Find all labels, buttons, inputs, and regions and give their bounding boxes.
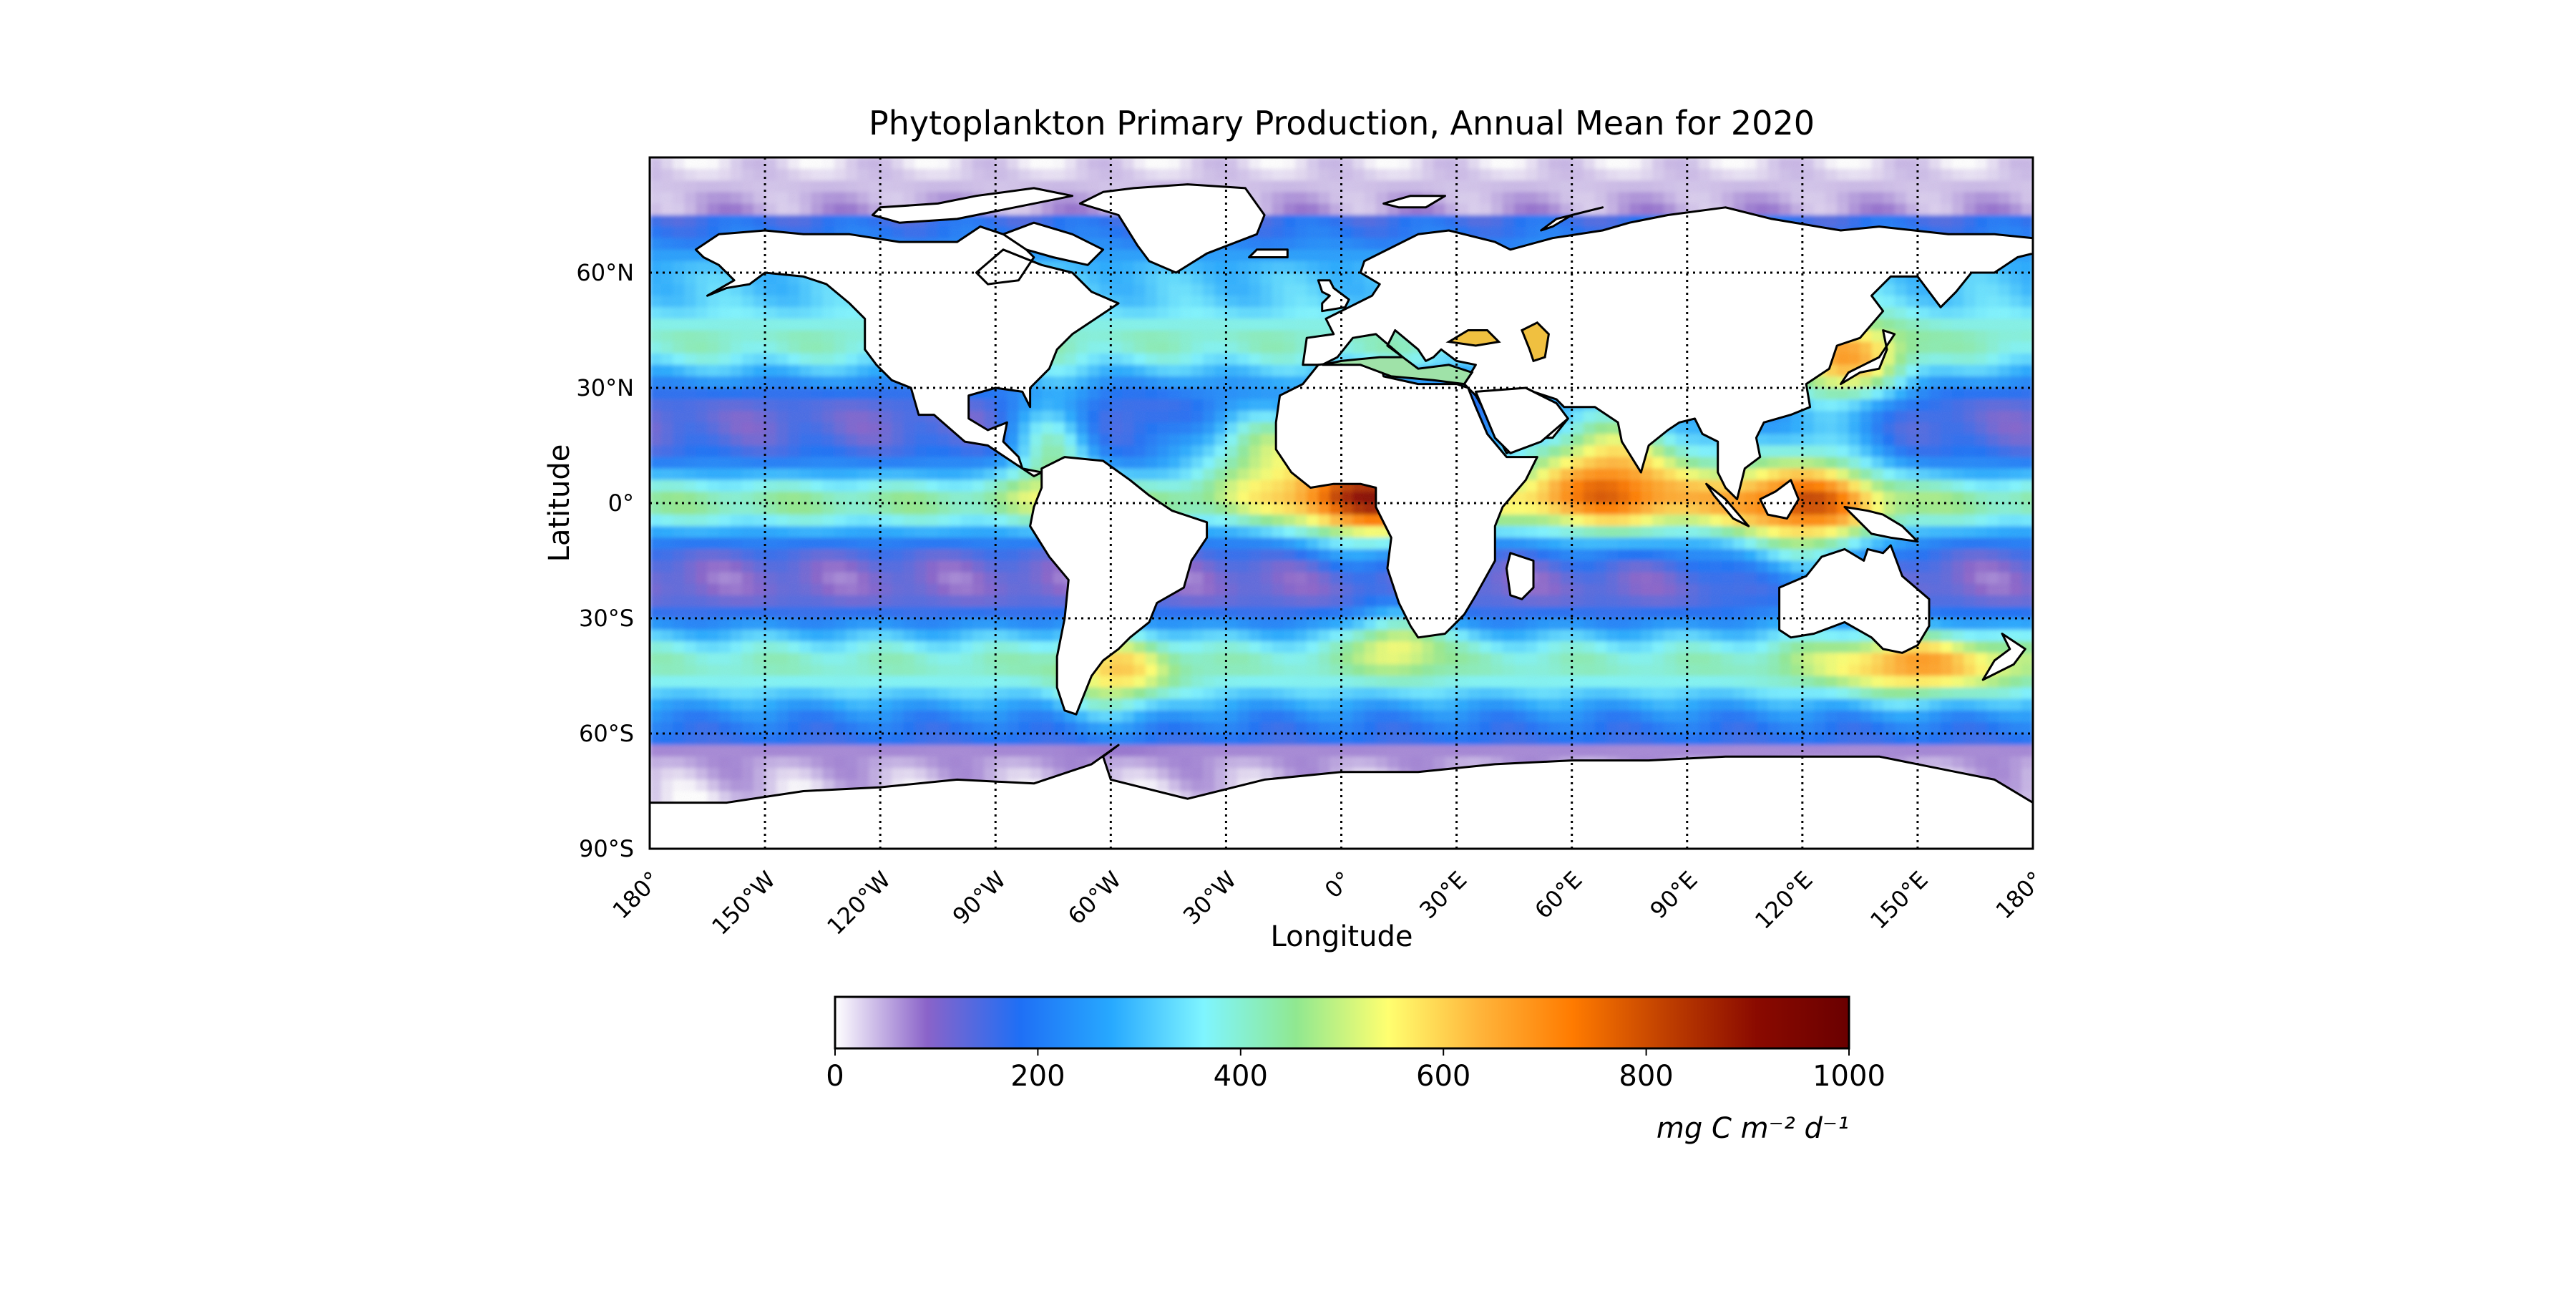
map-panel: [650, 157, 2034, 849]
longitude-tick-label: 60°E: [1529, 866, 1587, 924]
longitude-tick-label: 30°E: [1414, 866, 1472, 924]
longitude-tick-label: 180°: [608, 866, 665, 924]
colorbar-tick-label: 0: [826, 1060, 844, 1093]
colorbar-ticks: 0 200 400 600 800 1000: [826, 1048, 1885, 1093]
colorbar: 0 200 400 600 800 1000 mg C m⁻² d⁻¹: [826, 997, 1885, 1145]
land-iceland: [1249, 250, 1288, 258]
colorbar-tick-label: 1000: [1813, 1060, 1885, 1093]
colorbar-gradient: [835, 997, 1849, 1048]
colorbar-tick-label: 600: [1416, 1060, 1470, 1093]
latitude-tick-label: 30°N: [576, 374, 634, 401]
colorbar-unit-label: mg C m⁻² d⁻¹: [1657, 1112, 1849, 1145]
y-axis-label: Latitude: [543, 444, 576, 562]
longitude-tick-label: 150°E: [1865, 866, 1933, 935]
latitude-tick-label: 90°S: [579, 835, 634, 862]
map-title: Phytoplankton Primary Production, Annual…: [869, 104, 1815, 142]
latitude-tick-label: 60°S: [579, 720, 634, 747]
land-madagascar: [1506, 553, 1533, 599]
longitude-tick-label: 30°W: [1178, 866, 1241, 930]
longitude-tick-label: 60°W: [1063, 866, 1126, 930]
longitude-tick-label: 0°: [1319, 866, 1357, 904]
latitude-tick-label: 30°S: [579, 605, 634, 632]
longitude-tick-label: 150°W: [706, 866, 781, 940]
longitude-tick-label: 120°W: [821, 866, 896, 940]
x-axis-label: Longitude: [1271, 920, 1413, 953]
longitude-tick-label: 90°W: [947, 866, 1011, 930]
longitude-tick-label: 90°E: [1644, 866, 1702, 924]
longitude-tick-label: 120°E: [1750, 866, 1818, 935]
latitude-tick-label: 60°N: [576, 259, 634, 286]
colorbar-tick-label: 400: [1214, 1060, 1268, 1093]
colorbar-tick-label: 800: [1619, 1060, 1673, 1093]
colorbar-tick-label: 200: [1010, 1060, 1065, 1093]
latitude-tick-label: 0°: [608, 489, 634, 517]
longitude-tick-label: 180°: [1991, 866, 2049, 924]
latitude-ticks: 60°N 30°N 0° 30°S 60°S 90°S: [576, 259, 634, 862]
